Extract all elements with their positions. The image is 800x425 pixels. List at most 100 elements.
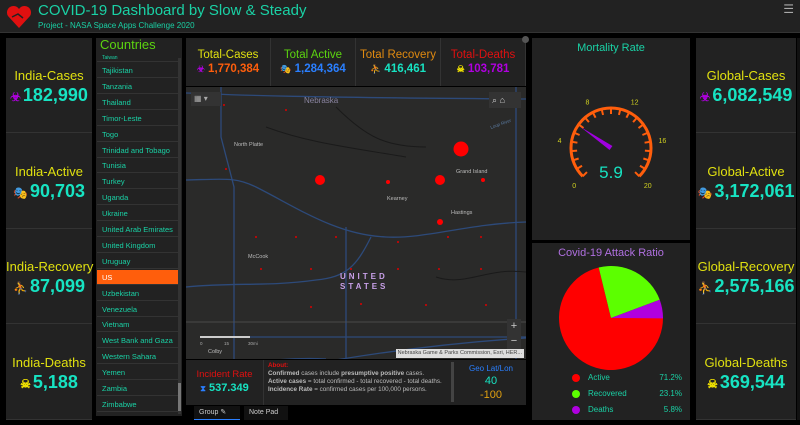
case-marker[interactable] <box>350 268 352 270</box>
country-item[interactable]: US <box>97 269 178 285</box>
attack-ratio-pie <box>559 266 663 370</box>
countries-scrollbar[interactable] <box>178 58 181 414</box>
total-stat: Total-Cases ☣ 1,770,384 <box>186 38 271 86</box>
map-city: Colby <box>208 349 222 355</box>
case-marker[interactable] <box>225 168 227 170</box>
case-marker[interactable] <box>480 236 482 238</box>
country-item[interactable]: Tunisia <box>97 158 178 174</box>
india-tile: India-Cases ☣ 182,990 <box>6 38 92 133</box>
total-stat: Total Recovery ⛹ 416,461 <box>356 38 441 86</box>
country-item[interactable]: Togo <box>97 126 178 142</box>
country-item[interactable]: Yemen <box>97 365 178 381</box>
total-label: Total-Deaths <box>450 49 516 61</box>
map-city: Hastings <box>451 210 473 216</box>
hamburger-icon[interactable]: ☰ <box>783 2 794 16</box>
zoom-in-button[interactable]: + <box>510 320 518 332</box>
country-item[interactable]: Timor-Leste <box>97 110 178 126</box>
case-marker[interactable] <box>255 236 257 238</box>
country-item[interactable]: Vietnam <box>97 317 178 333</box>
page-scrollbar[interactable] <box>797 38 800 420</box>
country-item[interactable]: Venezuela <box>97 301 178 317</box>
skull-icon: ☠ <box>707 376 718 391</box>
case-marker[interactable] <box>335 236 337 238</box>
legend-value: 23.1% <box>659 389 682 398</box>
gauge-tick-label: 4 <box>558 138 562 145</box>
tab-note-pad[interactable]: Note Pad <box>244 406 288 420</box>
country-item[interactable]: Thailand <box>97 94 178 110</box>
india-label: India-Cases <box>14 68 84 83</box>
info-panel: Incident Rate ⧗ 537.349 About: Confirmed… <box>186 360 526 405</box>
country-item[interactable]: Trinidad and Tobago <box>97 142 178 158</box>
country-item[interactable]: Uganda <box>97 190 178 206</box>
country-item[interactable]: United Arab Emirates <box>97 222 178 237</box>
india-label: India-Recovery <box>6 259 94 274</box>
country-item-partial[interactable]: Taiwan <box>97 54 178 62</box>
gauge-tick <box>644 140 651 144</box>
case-marker[interactable] <box>397 268 399 270</box>
gauge-tick <box>600 108 605 116</box>
total-value: 103,781 <box>467 63 510 75</box>
country-item[interactable]: Turkey <box>97 174 178 190</box>
case-marker[interactable] <box>310 306 312 308</box>
pie-slice-recovered[interactable] <box>598 266 660 318</box>
gauge-tick <box>576 164 583 170</box>
geo-lon: -100 <box>479 389 503 401</box>
case-marker[interactable] <box>438 268 440 270</box>
map-search-home-buttons[interactable]: ⌕ ⌂ <box>489 92 521 108</box>
pencil-icon[interactable]: ✎ <box>220 409 227 416</box>
legend-value: 71.2% <box>659 373 682 382</box>
about-scrollbar[interactable] <box>451 362 454 402</box>
global-value: 2,575,166 <box>714 276 795 296</box>
gauge-tick <box>625 111 631 119</box>
country-item[interactable]: West Bank and Gaza <box>97 333 178 349</box>
people-icon: ⛹ <box>697 281 713 295</box>
global-label: Global-Deaths <box>704 354 788 370</box>
map-canvas: Nebraska North Platte Grand Island Kearn… <box>186 87 526 359</box>
country-item[interactable]: United Kingdom <box>97 237 178 253</box>
map[interactable]: Nebraska North Platte Grand Island Kearn… <box>186 87 526 359</box>
country-item[interactable]: Western Sahara <box>97 349 178 365</box>
country-item[interactable]: Zimbabwe <box>97 396 178 412</box>
zoom-out-button[interactable]: − <box>510 335 518 347</box>
case-marker[interactable] <box>480 268 482 270</box>
legend-swatch <box>572 373 580 382</box>
case-marker[interactable] <box>485 304 487 306</box>
case-marker[interactable] <box>397 241 399 243</box>
scale-bar <box>200 336 250 338</box>
app-title: COVID-19 Dashboard by Slow & Steady <box>38 2 307 19</box>
pie-slice-active[interactable] <box>559 267 663 370</box>
case-marker[interactable] <box>447 236 449 238</box>
pie-slice-deaths[interactable] <box>611 299 663 319</box>
case-marker[interactable] <box>260 268 262 270</box>
case-marker[interactable] <box>310 268 312 270</box>
case-marker[interactable] <box>295 236 297 238</box>
case-marker[interactable] <box>360 303 362 305</box>
global-tile: Global-Deaths ☠ 369,544 <box>696 325 796 420</box>
people-icon: ⛹ <box>370 64 382 74</box>
gauge-tick <box>582 171 588 177</box>
case-marker[interactable] <box>223 104 225 106</box>
country-item[interactable]: Zambia <box>97 381 178 396</box>
map-city: Kearney <box>387 196 408 202</box>
basemap-toggle-button[interactable]: ▦ ▾ <box>191 92 221 106</box>
country-item[interactable]: Uruguay <box>97 253 178 269</box>
total-value: 1,284,364 <box>294 63 346 75</box>
country-item[interactable]: Tanzania <box>97 78 178 94</box>
gauge-tick <box>573 131 580 136</box>
home-icon[interactable]: ⌂ <box>499 95 505 105</box>
india-value: 90,703 <box>29 180 85 201</box>
country-item[interactable]: Tajikistan <box>97 63 178 78</box>
country-item[interactable]: Ukraine <box>97 206 178 222</box>
case-marker[interactable] <box>425 304 427 306</box>
app-subtitle: Project - NASA Space Apps Challenge 2020 <box>38 21 195 30</box>
global-tile: Global-Cases ☣ 6,082,549 <box>696 38 796 133</box>
tab-group[interactable]: Group ✎ <box>194 406 240 420</box>
india-stats-panel: India-Cases ☣ 182,990 India-Active 🎭 90,703 In… <box>6 38 94 420</box>
search-icon[interactable]: ⌕ <box>492 95 498 105</box>
country-item[interactable]: Uzbekistan <box>97 285 178 301</box>
gauge-tick-label: 12 <box>631 100 639 107</box>
masks-icon: 🎭 <box>280 64 292 74</box>
gauge-tick-label: 16 <box>658 138 666 145</box>
expand-icon[interactable] <box>522 36 529 43</box>
case-marker[interactable] <box>285 109 287 111</box>
